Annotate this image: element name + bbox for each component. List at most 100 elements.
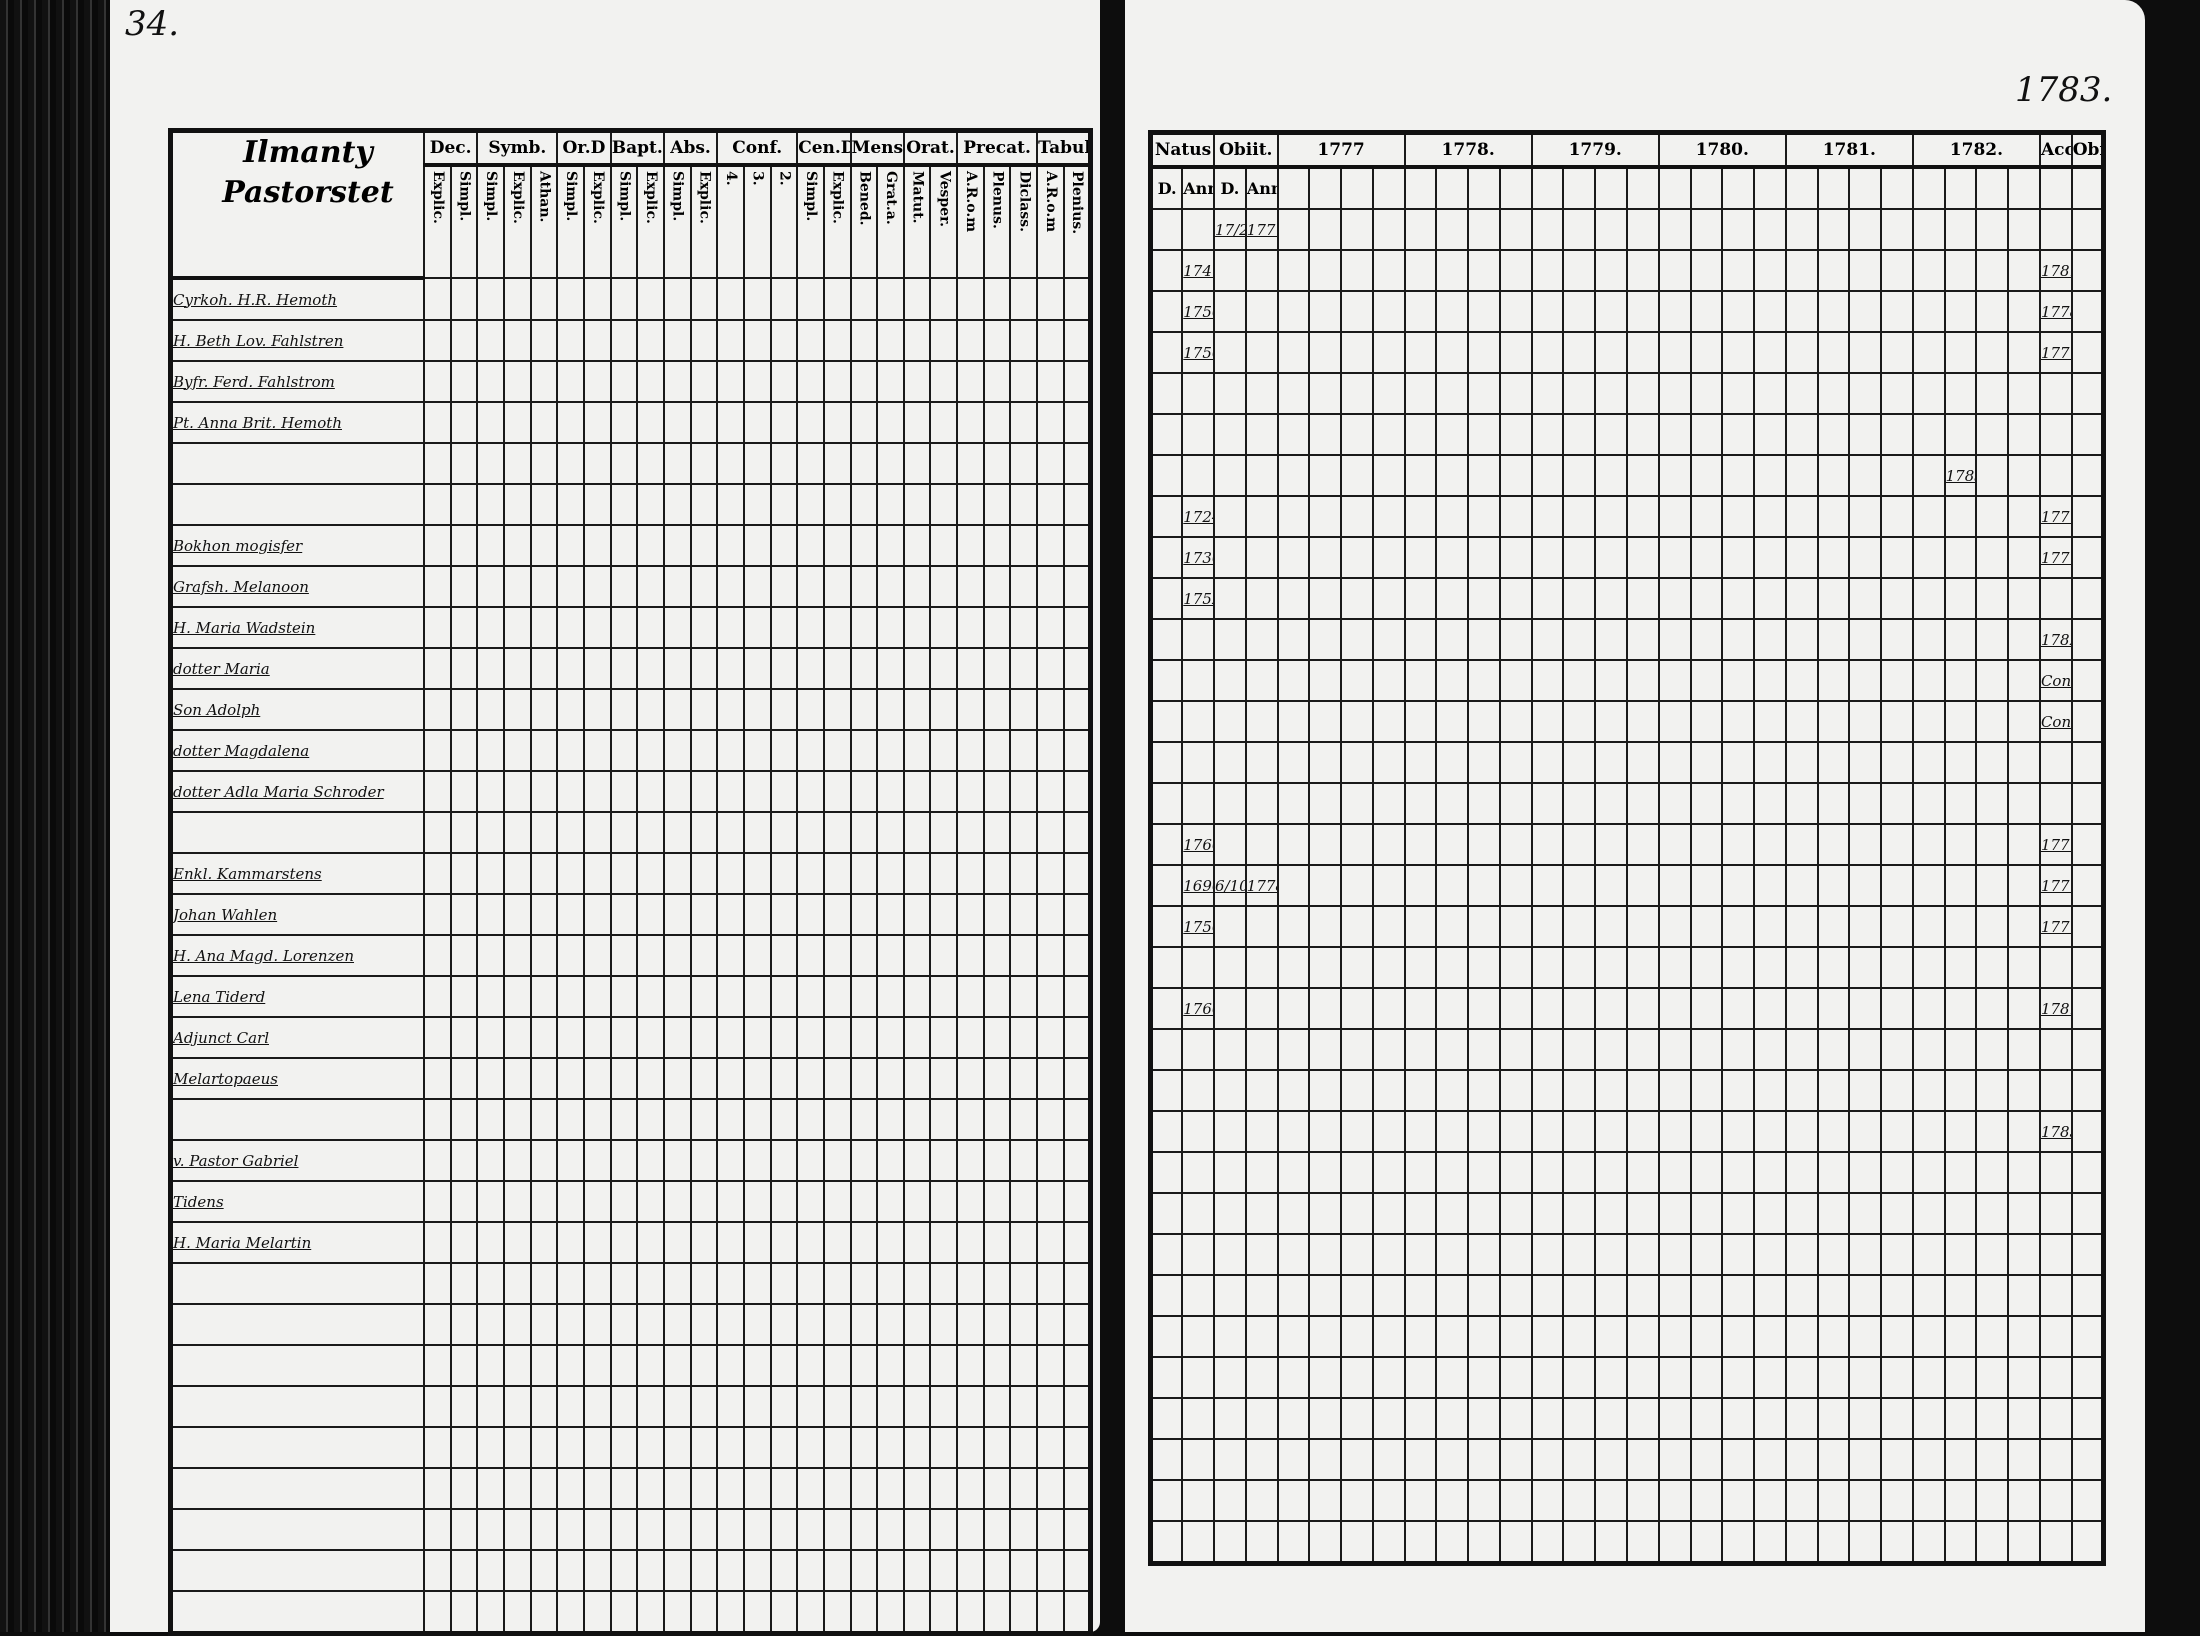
cell	[1244, 413, 1279, 456]
cell	[1657, 577, 1692, 620]
cell	[662, 647, 692, 690]
cell	[1657, 618, 1692, 661]
cell	[1784, 946, 1819, 989]
cell	[502, 729, 532, 772]
cell	[423, 1426, 452, 1469]
cell	[529, 1180, 559, 1223]
cell	[742, 565, 772, 608]
table-row	[169, 811, 1092, 854]
cell	[1848, 659, 1883, 702]
cell	[742, 1016, 772, 1059]
accel-value: 1782	[2038, 618, 2073, 661]
cell	[716, 770, 745, 813]
cell	[1943, 905, 1978, 948]
cell	[1340, 782, 1374, 825]
cell	[662, 770, 692, 813]
obiit-d-value: 6/10	[1213, 864, 1247, 907]
cell	[1009, 1590, 1039, 1635]
cell	[1062, 1180, 1092, 1223]
cell	[1848, 1233, 1883, 1276]
cell	[982, 1180, 1012, 1223]
cell	[423, 524, 452, 567]
name-cell	[169, 1262, 425, 1305]
cell	[1403, 331, 1438, 374]
cell	[1816, 1110, 1851, 1153]
cell	[529, 893, 559, 936]
cell	[1594, 659, 1628, 702]
cell	[849, 811, 879, 854]
cell	[1498, 1438, 1533, 1481]
cell	[929, 319, 959, 362]
cell	[1308, 905, 1343, 948]
cell	[716, 1590, 745, 1635]
name-cell: Lena Tiderd	[169, 975, 425, 1018]
cell	[423, 647, 452, 690]
cell	[1848, 1069, 1883, 1112]
cell	[982, 934, 1012, 977]
cell	[1721, 905, 1756, 948]
cell	[1036, 565, 1065, 608]
cell	[1371, 1069, 1406, 1112]
cell	[1530, 1397, 1565, 1440]
cell	[582, 1508, 612, 1551]
cell	[2007, 618, 2041, 661]
cell	[1530, 741, 1565, 784]
cell	[636, 688, 665, 731]
table-row: Son Adolph	[169, 688, 1092, 731]
cell	[1181, 1151, 1216, 1194]
cell	[1816, 331, 1851, 374]
cell	[1721, 536, 1756, 579]
cell	[1435, 741, 1470, 784]
cell	[1036, 1549, 1065, 1592]
cell	[1244, 1110, 1279, 1153]
cell	[1308, 700, 1343, 743]
cell	[1975, 905, 2010, 948]
cell	[476, 1262, 505, 1305]
cell	[1784, 905, 1819, 948]
cell	[742, 1344, 772, 1387]
cell	[742, 688, 772, 731]
cell	[2038, 1028, 2073, 1071]
cell	[1308, 290, 1343, 333]
cell	[1848, 946, 1883, 989]
subcolumn	[1816, 166, 1851, 210]
cell	[1943, 1110, 1978, 1153]
cell	[769, 647, 799, 690]
cell	[1657, 249, 1692, 292]
cell	[1911, 987, 1946, 1030]
name-cell: H. Ana Magd. Lorenzen	[169, 934, 425, 977]
cell	[1062, 1426, 1092, 1469]
cell	[742, 1180, 772, 1223]
cell	[1562, 905, 1597, 948]
cell	[1753, 1151, 1787, 1194]
cell	[1689, 618, 1724, 661]
table-row	[1149, 741, 2105, 784]
cell	[822, 1344, 852, 1387]
cell	[662, 934, 692, 977]
cell	[982, 524, 1012, 567]
cell	[2007, 782, 2041, 825]
cell	[1213, 1356, 1247, 1399]
cell	[1371, 1315, 1406, 1358]
cell	[1244, 1438, 1279, 1481]
cell	[1498, 1397, 1533, 1440]
cell	[1062, 401, 1092, 444]
table-row	[1149, 782, 2105, 825]
cell	[1467, 782, 1501, 825]
column-header: Obiit	[2070, 131, 2105, 169]
cell	[1594, 208, 1628, 251]
cell	[1340, 454, 1374, 497]
cell	[1594, 331, 1628, 374]
cell	[556, 729, 585, 772]
cell	[1562, 290, 1597, 333]
subcolumn-header: A.R.o.m	[1036, 164, 1065, 279]
cell	[1149, 1233, 1184, 1276]
cell	[1498, 290, 1533, 333]
cell	[1009, 1385, 1039, 1428]
cell	[929, 647, 959, 690]
cell	[476, 1426, 505, 1469]
cell	[1213, 1397, 1247, 1440]
cell	[529, 1098, 559, 1141]
cell	[1062, 277, 1092, 321]
cell	[716, 1098, 745, 1141]
